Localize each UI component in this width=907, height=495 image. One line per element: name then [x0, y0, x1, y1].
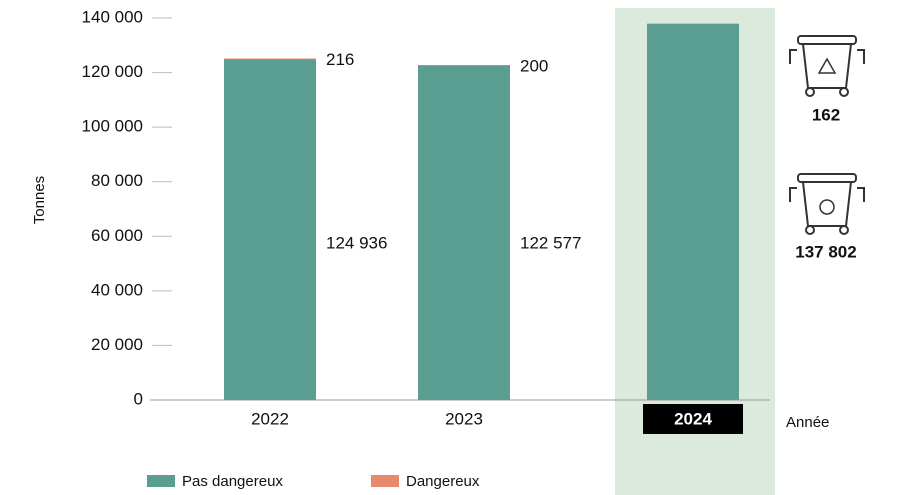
y-tick-label: 100 000: [82, 117, 143, 136]
y-axis-label: Tonnes: [31, 176, 48, 224]
y-tick-label: 120 000: [82, 62, 143, 81]
y-tick-label: 0: [134, 389, 143, 408]
value-label: 162: [812, 105, 840, 124]
value-label: 124 936: [326, 233, 387, 252]
x-tick-label: 2023: [445, 409, 483, 428]
y-tick-label: 20 000: [91, 335, 143, 354]
legend-label: Pas dangereux: [182, 473, 283, 490]
x-tick-label: 2024: [674, 409, 712, 428]
y-tick-label: 140 000: [82, 7, 143, 26]
x-tick-label: 2022: [251, 409, 289, 428]
x-axis-label: Année: [786, 414, 829, 431]
bar-segment: [224, 59, 316, 400]
legend-label: Dangereux: [406, 473, 480, 490]
legend-swatch: [147, 475, 175, 487]
category-highlight: [643, 404, 743, 434]
value-label: 122 577: [520, 233, 581, 252]
bar-segment: [224, 58, 316, 60]
value-label: 216: [326, 50, 354, 69]
legend-swatch: [371, 475, 399, 487]
bar-segment: [418, 65, 510, 400]
bar-segment: [418, 64, 510, 66]
value-label: 200: [520, 56, 548, 75]
y-tick-label: 60 000: [91, 226, 143, 245]
y-tick-label: 80 000: [91, 171, 143, 190]
icon-hazardous: [789, 35, 865, 97]
bar-segment: [647, 23, 739, 400]
y-tick-label: 40 000: [91, 280, 143, 299]
value-label: 137 802: [795, 242, 856, 261]
icon-recycle: [789, 173, 865, 235]
